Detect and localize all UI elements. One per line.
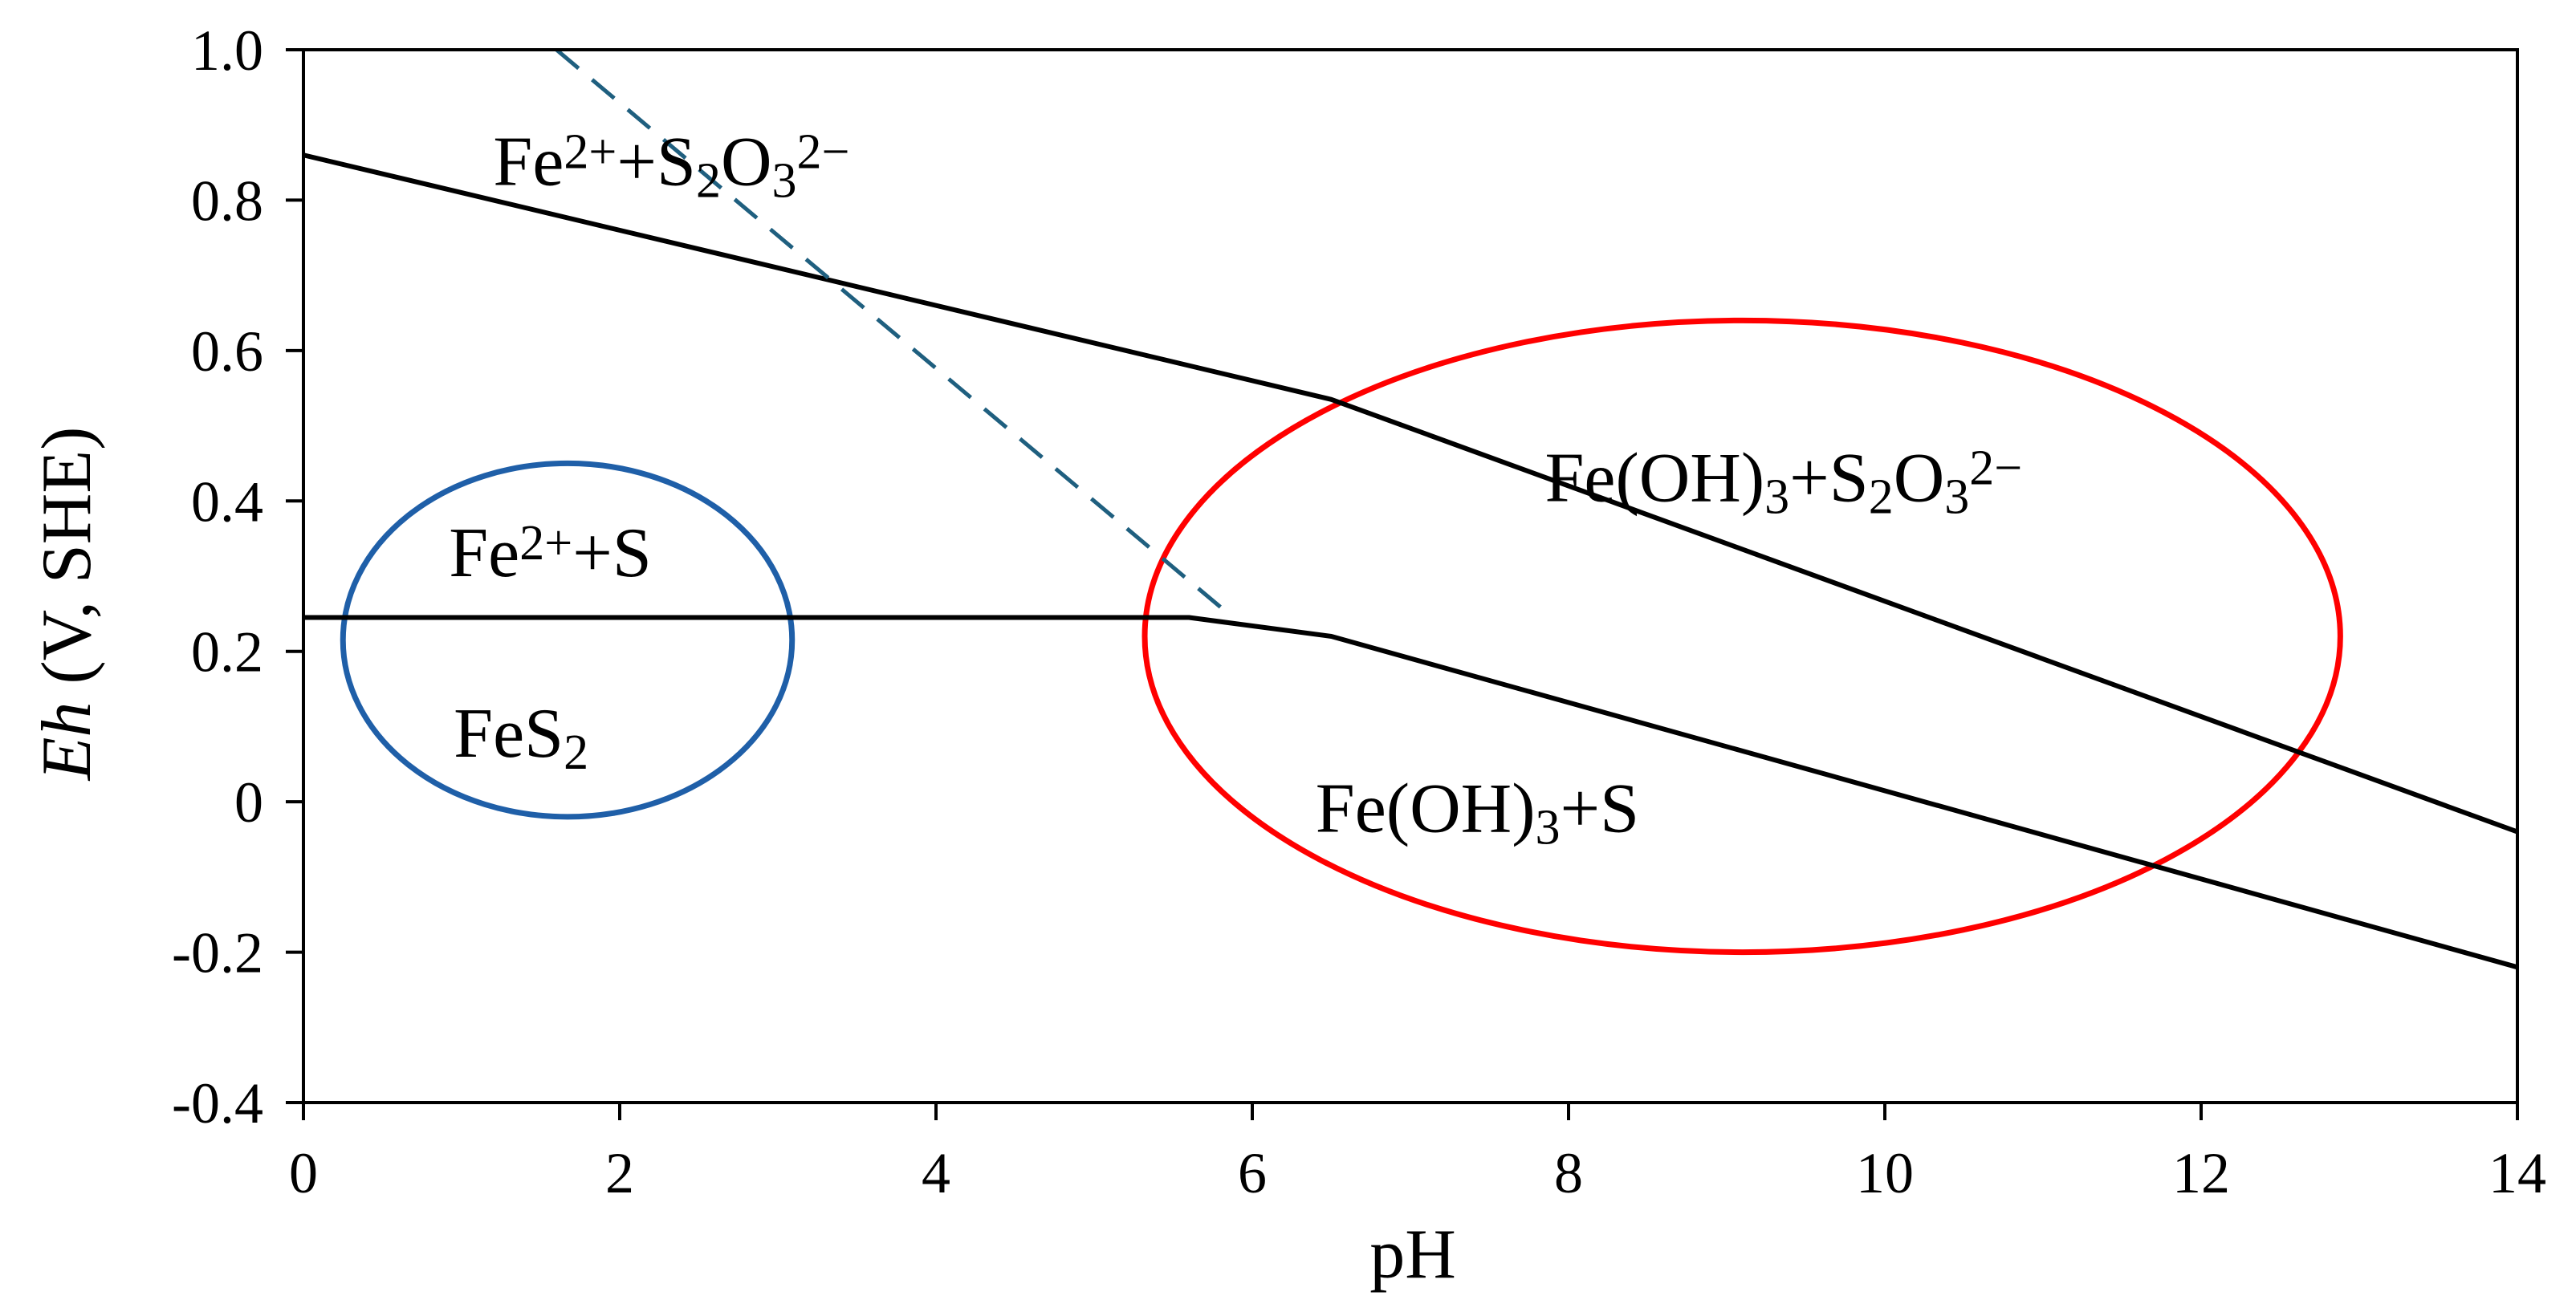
y-tick-label: 0.6 [191, 319, 263, 384]
x-axis-title: pH [1369, 1216, 1456, 1294]
x-tick-label: 12 [2172, 1141, 2230, 1205]
y-tick-label: 0.4 [191, 469, 263, 534]
y-tick-label: 0 [234, 770, 263, 835]
x-tick-label: 8 [1554, 1141, 1583, 1205]
region-label-fe2-s: Fe2++S [449, 514, 652, 592]
y-tick-label: -0.2 [172, 921, 263, 985]
axis-ticks: 0 2 4 6 8 10 12 14 1.0 0.8 0.6 0.4 0.2 0 -0.2 -0.4 [172, 18, 2546, 1205]
x-tick-label: 6 [1238, 1141, 1267, 1205]
y-axis-title: Eh (V, SHE) [28, 427, 106, 782]
y-axis-title-italic: Eh [28, 702, 106, 782]
x-tick-label: 4 [922, 1141, 950, 1205]
y-tick-label: 1.0 [191, 18, 263, 83]
series-line-2 [303, 615, 2517, 970]
y-tick-label: 0.2 [191, 620, 263, 684]
series-line-1 [303, 152, 2517, 835]
blue-ellipse [340, 460, 796, 820]
region-label-feoh3-s2o3: Fe(OH)3+S2O32− [1544, 439, 2022, 524]
x-tick-label: 14 [2489, 1141, 2546, 1205]
x-tick-label: 0 [289, 1141, 318, 1205]
y-axis-title-rest: (V, SHE) [28, 427, 106, 702]
x-tick-label: 2 [605, 1141, 634, 1205]
y-tick-label: -0.4 [172, 1071, 263, 1135]
plot-area [303, 50, 2517, 970]
x-tick-label: 10 [1856, 1141, 1914, 1205]
axes-frame [302, 48, 2519, 1104]
region-label-feoh3-s: Fe(OH)3+S [1316, 770, 1639, 855]
red-ellipse [1141, 317, 2343, 956]
region-label-fe2-s2o3: Fe2++S2O32− [493, 124, 849, 209]
series-line-3 [555, 50, 1231, 615]
region-label-fes2: FeS2 [454, 695, 588, 780]
y-tick-label: 0.8 [191, 169, 263, 233]
region-labels: Fe2++S2O32− Fe2++S FeS2 Fe(OH)3+S2O32− Fe(OH… [449, 124, 2022, 855]
plot-border [302, 48, 2519, 1104]
